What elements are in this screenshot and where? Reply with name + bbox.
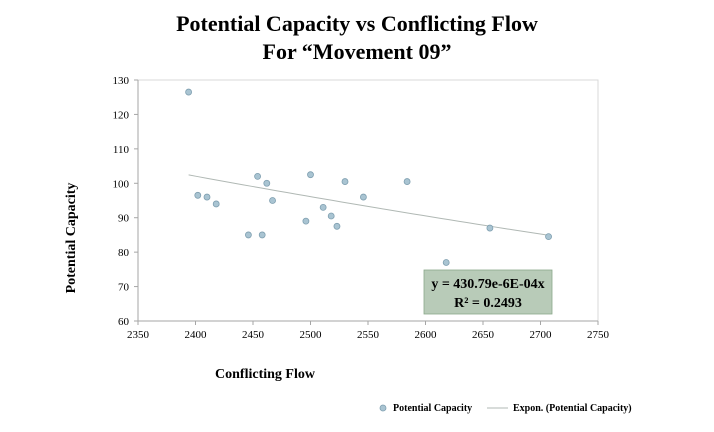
data-point [302, 217, 310, 225]
data-point [254, 172, 262, 180]
x-tick-label: 2750 [587, 329, 610, 341]
data-point [244, 231, 252, 239]
y-axis-title: Potential Capacity [64, 183, 79, 294]
x-tick-label: 2550 [357, 329, 380, 341]
x-tick-label: 2700 [530, 329, 553, 341]
equation-text: y = 430.79e-6E-04x [431, 277, 544, 292]
chart-title-line2: For “Movement 09” [263, 39, 452, 64]
x-tick-label: 2450 [242, 329, 265, 341]
data-point [359, 193, 367, 201]
x-tick-label: 2400 [185, 329, 208, 341]
equation-box: y = 430.79e-6E-04x R² = 0.2493 [423, 269, 553, 315]
data-point [258, 231, 266, 239]
plot-area: 2350 2400 2450 2500 2550 2600 2650 2700 2750 60 70… [113, 75, 610, 341]
r-squared-text: R² = 0.2493 [454, 296, 522, 311]
y-tick-label: 130 [113, 75, 130, 87]
data-point [333, 222, 341, 230]
data-point [341, 178, 349, 185]
y-tick-label: 80 [118, 247, 130, 259]
legend-label-trendline: Expon. (Potential Capacity) [513, 403, 632, 414]
chart-title-line1: Potential Capacity vs Conflicting Flow [176, 11, 538, 36]
data-point [194, 191, 202, 199]
data-point [185, 88, 193, 96]
y-tick-label: 90 [118, 213, 130, 225]
trendline [188, 174, 549, 236]
data-point [545, 233, 552, 241]
x-tick-label: 2650 [472, 329, 495, 341]
data-point [307, 171, 314, 179]
data-point [319, 203, 327, 211]
x-tick-label: 2350 [127, 329, 150, 341]
data-point [486, 224, 494, 232]
legend-label-points: Potential Capacity [393, 403, 472, 414]
equation-background [423, 269, 553, 315]
data-point [263, 179, 271, 187]
y-tick-label: 110 [113, 144, 130, 156]
legend: Potential Capacity Expon. (Potential Cap… [379, 403, 632, 414]
y-tick-label: 60 [118, 316, 130, 328]
y-tick-label: 100 [113, 178, 130, 190]
data-point [327, 212, 335, 220]
x-tick-label: 2500 [300, 329, 323, 341]
y-tick-label: 70 [118, 282, 130, 294]
x-axis-title: Conflicting Flow [215, 367, 316, 382]
data-point [212, 200, 220, 208]
legend-marker-points [379, 404, 387, 412]
data-point [403, 178, 411, 185]
y-tick-label: 120 [113, 109, 130, 121]
data-point [269, 197, 276, 204]
data-point [203, 193, 211, 201]
x-tick-label: 2600 [415, 329, 438, 341]
data-point [442, 259, 450, 266]
